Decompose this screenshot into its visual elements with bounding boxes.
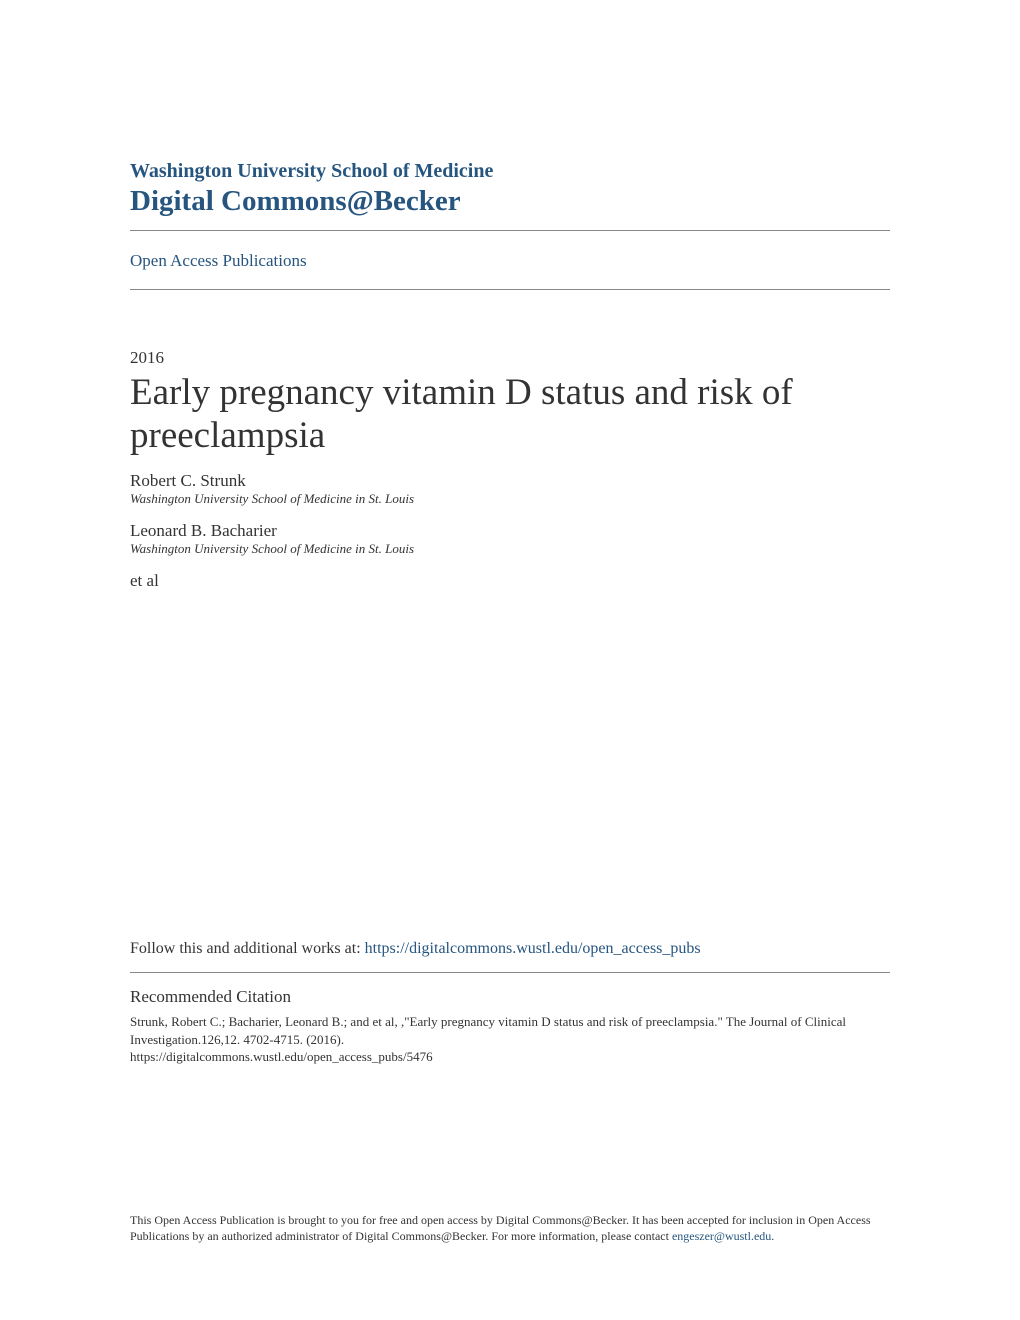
citation-body: Strunk, Robert C.; Bacharier, Leonard B.…: [130, 1013, 890, 1066]
citation-handle: https://digitalcommons.wustl.edu/open_ac…: [130, 1049, 433, 1064]
repository-name[interactable]: Digital Commons@Becker: [130, 185, 890, 218]
section-link[interactable]: Open Access Publications: [130, 251, 890, 271]
institution-name[interactable]: Washington University School of Medicine: [130, 160, 890, 183]
follow-link[interactable]: https://digitalcommons.wustl.edu/open_ac…: [365, 940, 701, 957]
author-name[interactable]: Leonard B. Bacharier: [130, 521, 890, 541]
author-affiliation: Washington University School of Medicine…: [130, 491, 890, 507]
section-divider: [130, 289, 890, 290]
footer-note: This Open Access Publication is brought …: [130, 1212, 890, 1244]
publication-year: 2016: [130, 348, 890, 368]
citation-heading: Recommended Citation: [130, 987, 890, 1007]
author-block: Robert C. Strunk Washington University S…: [130, 471, 890, 507]
author-name[interactable]: Robert C. Strunk: [130, 471, 890, 491]
follow-prefix: Follow this and additional works at:: [130, 940, 365, 957]
etal-text: et al: [130, 571, 890, 591]
follow-text: Follow this and additional works at: htt…: [130, 940, 890, 958]
citation-text: Strunk, Robert C.; Bacharier, Leonard B.…: [130, 1014, 846, 1047]
article-title: Early pregnancy vitamin D status and ris…: [130, 372, 890, 457]
author-affiliation: Washington University School of Medicine…: [130, 541, 890, 557]
page-header: Washington University School of Medicine…: [130, 160, 890, 290]
contact-email-link[interactable]: engeszer@wustl.edu: [672, 1229, 771, 1243]
follow-divider: [130, 972, 890, 973]
header-divider: [130, 230, 890, 231]
author-block: Leonard B. Bacharier Washington Universi…: [130, 521, 890, 557]
article-metadata: 2016 Early pregnancy vitamin D status an…: [130, 348, 890, 591]
footer-text-end: .: [771, 1229, 774, 1243]
follow-section: Follow this and additional works at: htt…: [130, 940, 890, 1066]
